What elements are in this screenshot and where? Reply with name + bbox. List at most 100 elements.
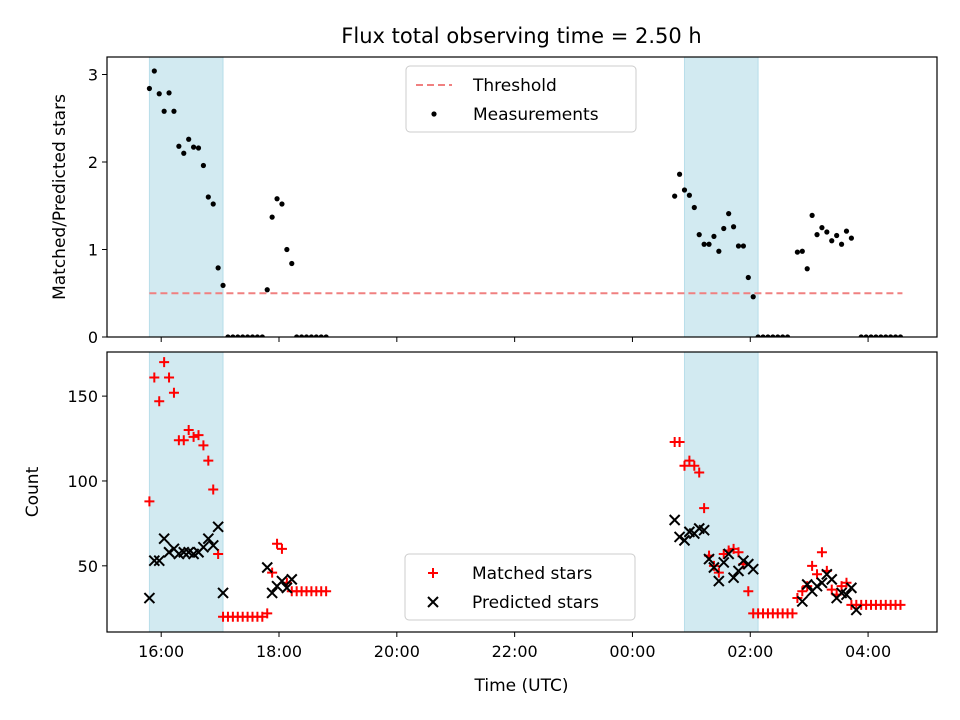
legend-measurement-swatch (431, 111, 437, 117)
matched-star-point (149, 372, 160, 383)
measurement-point (244, 334, 251, 337)
predicted-star-point (212, 521, 224, 533)
predicted-star-point (737, 555, 750, 567)
measurement-point (848, 235, 854, 241)
measurement-point (765, 334, 771, 337)
matched-star-point (674, 436, 685, 447)
measurement-point (814, 232, 820, 238)
predicted-star-point (840, 588, 853, 601)
y-tick-label: 150 (67, 387, 98, 406)
measurement-point (254, 334, 261, 337)
matched-star-point (208, 484, 219, 495)
y-tick-label: 100 (67, 472, 98, 491)
predicted-star-point (261, 561, 273, 574)
measurement-point (868, 334, 874, 337)
matched-star-point (203, 455, 214, 466)
predicted-star-point (801, 578, 813, 591)
legend-matched-swatch (428, 568, 438, 578)
x-tick-label: 20:00 (374, 642, 420, 661)
predicted-star-point (158, 532, 170, 545)
ratio-panel: 0 1 2 3 Matched/Predicted stars Threshold Meas… (50, 56, 938, 347)
shaded-window-2 (683, 56, 759, 338)
measurement-point (804, 266, 810, 272)
matched-star-point (797, 586, 808, 597)
y-tick-label: 50 (78, 557, 98, 576)
predicted-star-point (673, 531, 686, 543)
legend-box (404, 553, 636, 621)
predicted-star-point (286, 573, 298, 586)
measurement-point (819, 225, 825, 231)
predicted-star-point (845, 582, 858, 594)
measurement-point (210, 201, 216, 207)
measurement-point (230, 334, 236, 337)
measurement-point (878, 334, 884, 337)
matched-star-point (699, 503, 710, 514)
matched-star-point (733, 547, 744, 558)
predicted-star-point (811, 580, 823, 592)
y-tick-label: 2 (88, 153, 98, 172)
measurement-point (740, 243, 746, 249)
measurement-point (760, 334, 766, 337)
matched-star-point (213, 548, 224, 559)
predicted-star-point (718, 556, 730, 569)
measurement-point (303, 334, 310, 337)
measurement-point (323, 334, 329, 337)
matched-star-point (812, 569, 823, 580)
measurement-point (289, 260, 295, 267)
measurement-point (863, 334, 869, 337)
x-tick-label: 02:00 (727, 642, 773, 661)
predicted-star-point (678, 534, 691, 547)
predicted-star-point (217, 587, 229, 599)
measurement-point (235, 334, 241, 337)
measurement-point (186, 136, 192, 142)
predicted-star-point (668, 514, 681, 526)
measurement-point (888, 334, 894, 337)
measurement-point (696, 232, 702, 238)
measurement-point (166, 90, 172, 96)
measurement-point (711, 233, 717, 239)
matched-star-point (144, 496, 155, 507)
matched-star-point (816, 547, 827, 558)
measurement-point (151, 68, 157, 74)
measurement-point (298, 334, 305, 337)
axes-frame (106, 56, 938, 338)
y-tick-label: 0 (88, 328, 98, 347)
measurement-point (156, 91, 162, 97)
predicted-star-point (850, 604, 863, 616)
predicted-star-point (722, 548, 735, 560)
matched-star-point (694, 467, 705, 478)
predicted-star-point (178, 546, 190, 558)
matched-star-point (895, 599, 906, 610)
shaded-window-1 (148, 56, 224, 338)
measurement-point (269, 214, 275, 220)
predicted-star-point (816, 577, 828, 589)
measurement-point (220, 282, 226, 288)
measurement-point (755, 334, 761, 337)
measurement-point (205, 194, 211, 200)
measurement-point (181, 150, 187, 156)
measurement-point (838, 241, 845, 247)
measurement-point (799, 248, 805, 254)
legend-label: Threshold (472, 76, 557, 96)
x-tick-label: 22:00 (492, 642, 538, 661)
matched-star-point (689, 460, 700, 471)
predicted-star-point (796, 595, 809, 608)
measurement-point (176, 143, 182, 149)
predicted-star-point (148, 555, 161, 567)
matched-star-point (168, 387, 179, 398)
measurement-point (195, 145, 202, 151)
shaded-window-2 (683, 351, 759, 633)
measurement-point (794, 249, 800, 255)
legend-label: Matched stars (472, 564, 592, 584)
predicted-star-point (698, 524, 710, 536)
measurement-point (259, 334, 265, 337)
measurement-point (264, 287, 270, 293)
predicted-star-point (153, 555, 165, 567)
predicted-star-point (826, 573, 838, 586)
measurement-point (843, 228, 850, 234)
matched-star-point (276, 543, 287, 554)
predicted-star-point (281, 582, 293, 594)
predicted-star-point (276, 575, 288, 587)
matched-star-point (826, 584, 837, 595)
